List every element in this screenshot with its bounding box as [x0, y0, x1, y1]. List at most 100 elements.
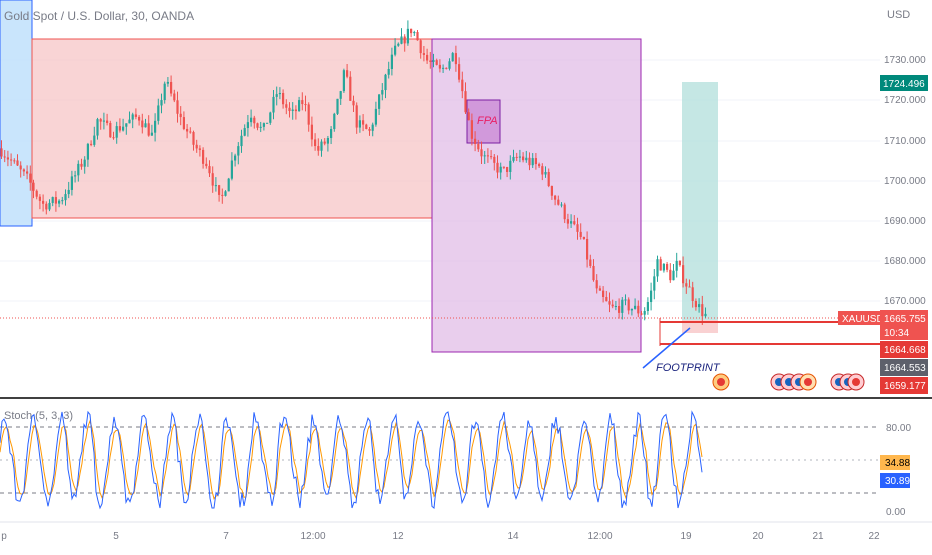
candle-body [93, 135, 96, 145]
event-flag-icon[interactable] [712, 373, 730, 391]
candle-body [189, 131, 192, 133]
candle-body [298, 100, 301, 112]
candle-body [429, 60, 432, 62]
candle-body [64, 194, 67, 201]
candle-body [307, 104, 310, 125]
candle-body [166, 81, 169, 84]
price-ticks: 1730.000 1720.000 1710.000 1700.000 1690… [884, 55, 926, 307]
candle-body [3, 156, 6, 158]
candle-body [595, 280, 598, 289]
candle-body [646, 302, 649, 311]
candle-body [586, 238, 589, 260]
candle-body [397, 43, 400, 46]
stop-price-text: 1664.668 [884, 345, 926, 356]
candle-body [474, 138, 477, 144]
candle-body [176, 100, 179, 114]
candle-body [390, 54, 393, 70]
candle-body [29, 173, 32, 183]
candle-body [106, 120, 109, 123]
candle-body [368, 128, 371, 131]
candle-body [454, 53, 457, 65]
target-zone-box[interactable] [682, 82, 718, 320]
candle-body [621, 299, 624, 313]
candle-body [576, 224, 579, 232]
candle-body [477, 143, 480, 150]
candle-body [678, 260, 681, 266]
candle-body [637, 305, 640, 314]
candle-body [86, 143, 89, 160]
candle-body [227, 178, 230, 192]
candle-body [592, 265, 595, 281]
candle-body [134, 114, 137, 117]
candle-body [442, 67, 445, 69]
candle-body [157, 105, 160, 121]
last-price-tag [880, 310, 928, 340]
prev-close-text: 1664.553 [884, 363, 926, 374]
candle-body [371, 124, 374, 131]
candle-body [541, 166, 544, 175]
price-tick: 1690.000 [884, 216, 926, 227]
candle-body [269, 112, 272, 123]
stoch-tick: 0.00 [886, 507, 906, 518]
symbol-title[interactable]: Gold Spot / U.S. Dollar, 30, OANDA [4, 9, 194, 23]
candle-body [688, 286, 691, 288]
candle-body [16, 160, 19, 166]
distribution-box[interactable] [431, 38, 642, 353]
price-tick: 1670.000 [884, 296, 926, 307]
candle-body [378, 94, 381, 109]
stoch-d-line [0, 419, 703, 500]
candle-body [224, 191, 227, 196]
candle-body [394, 45, 397, 55]
candle-body [598, 288, 601, 291]
candle-body [704, 313, 707, 317]
candle-body [643, 310, 646, 315]
footprint-trendline[interactable] [642, 327, 691, 369]
candle-body [355, 105, 358, 128]
candle-body [573, 221, 576, 225]
candle-body [346, 70, 349, 77]
blue-zone-box[interactable] [0, 0, 33, 227]
candle-body [259, 126, 262, 128]
candle-body [205, 163, 208, 167]
candle-body [701, 304, 704, 317]
candle-body [51, 197, 54, 203]
candle-body [650, 290, 653, 303]
stop-zone-box[interactable] [682, 320, 718, 333]
stoch-d-value: 34.88 [885, 458, 910, 469]
candle-body [288, 107, 291, 112]
candle-body [67, 189, 70, 195]
event-flag-icon[interactable] [847, 373, 865, 391]
stoch-k-value: 30.89 [885, 476, 910, 487]
candle-body [403, 36, 406, 44]
candle-body [666, 263, 669, 270]
candle-body [6, 157, 9, 160]
candle-body [19, 165, 22, 170]
candle-body [522, 156, 525, 161]
stoch-pane[interactable] [0, 400, 880, 522]
candle-body [186, 128, 189, 132]
candle-body [285, 104, 288, 108]
time-axis[interactable]: p 5 7 12:00 12 14 12:00 19 20 21 22 [1, 531, 880, 542]
stoch-title[interactable]: Stoch (5, 3, 3) [4, 410, 73, 422]
candle-body [566, 219, 569, 224]
candle-body [147, 123, 150, 136]
target-price-text: 1724.496 [883, 79, 925, 90]
candle-body [538, 164, 541, 167]
candle-body [531, 158, 534, 166]
candle-body [10, 159, 13, 161]
candle-body [58, 200, 61, 204]
candle-body [410, 28, 413, 34]
symbol-tag-text: XAUUSD [842, 314, 884, 325]
candle-body [502, 166, 505, 168]
stoch-k-tag [880, 473, 910, 488]
event-flag-icon[interactable] [799, 373, 817, 391]
footprint-label: FOOTPRINT [656, 362, 721, 374]
economic-events[interactable] [712, 373, 865, 391]
candle-body [470, 120, 473, 139]
candle-body [499, 166, 502, 173]
candle-body [534, 158, 537, 165]
candle-body [509, 160, 512, 172]
candle-body [365, 124, 368, 129]
candle-body [400, 36, 403, 44]
